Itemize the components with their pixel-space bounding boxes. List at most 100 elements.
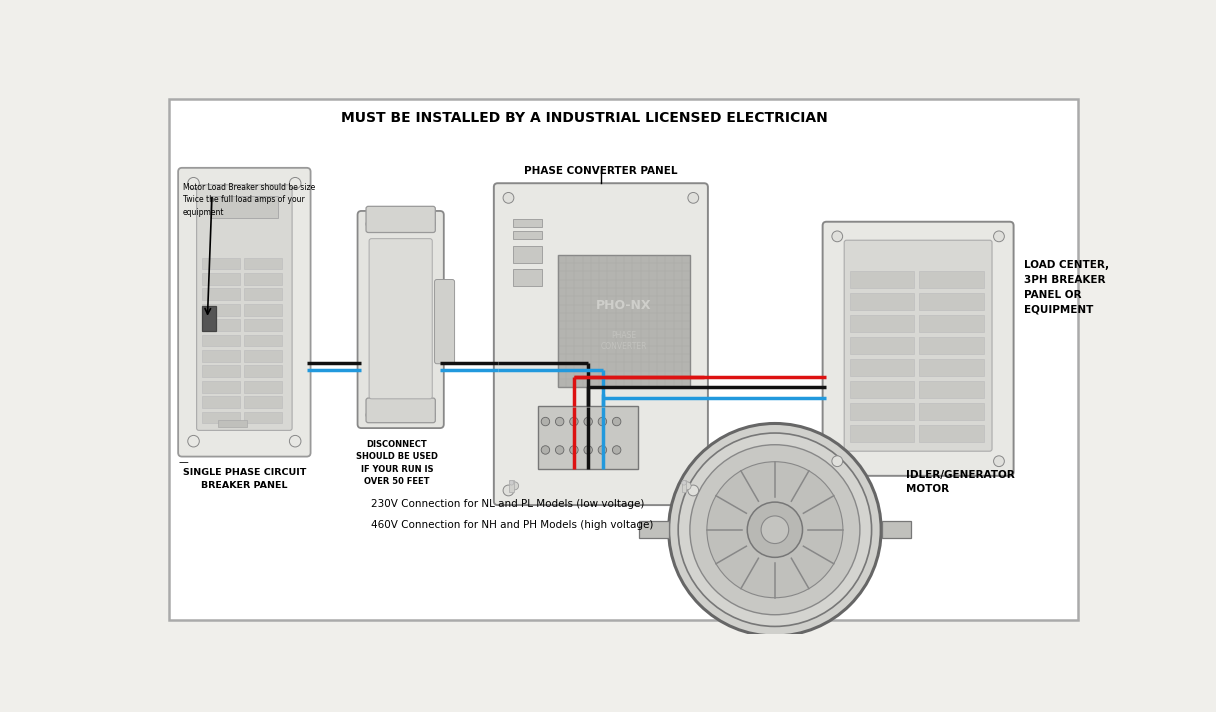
- Bar: [244, 288, 282, 300]
- Circle shape: [669, 424, 882, 636]
- Circle shape: [569, 417, 578, 426]
- Circle shape: [993, 231, 1004, 242]
- Bar: [640, 521, 669, 538]
- Bar: [513, 219, 542, 227]
- Circle shape: [503, 485, 514, 496]
- Circle shape: [426, 410, 435, 419]
- FancyBboxPatch shape: [366, 206, 435, 233]
- Circle shape: [689, 445, 860, 614]
- Bar: [558, 255, 691, 387]
- Bar: [202, 335, 240, 347]
- Bar: [513, 246, 542, 263]
- FancyBboxPatch shape: [197, 185, 292, 430]
- Bar: [510, 480, 514, 492]
- Bar: [882, 521, 911, 538]
- Text: 460V Connection for NH and PH Models (high voltage): 460V Connection for NH and PH Models (hi…: [371, 520, 653, 530]
- Bar: [202, 258, 240, 269]
- Bar: [850, 403, 914, 420]
- Bar: [202, 273, 240, 285]
- Bar: [202, 412, 240, 424]
- FancyBboxPatch shape: [844, 240, 992, 451]
- Circle shape: [613, 446, 621, 454]
- Circle shape: [541, 417, 550, 426]
- Bar: [682, 480, 686, 492]
- Circle shape: [289, 436, 300, 447]
- Circle shape: [598, 446, 607, 454]
- Text: DISCONNECT
SHOULD BE USED
IF YOUR RUN IS
OVER 50 FEET: DISCONNECT SHOULD BE USED IF YOUR RUN IS…: [356, 439, 438, 486]
- Bar: [919, 403, 984, 420]
- Bar: [244, 258, 282, 269]
- Bar: [513, 231, 542, 239]
- FancyBboxPatch shape: [823, 221, 1014, 476]
- Circle shape: [187, 177, 199, 189]
- Circle shape: [426, 219, 435, 229]
- Circle shape: [761, 516, 789, 543]
- FancyBboxPatch shape: [494, 183, 708, 505]
- Bar: [202, 381, 240, 393]
- Circle shape: [366, 410, 376, 419]
- Circle shape: [569, 446, 578, 454]
- Circle shape: [289, 177, 300, 189]
- Bar: [244, 335, 282, 347]
- Circle shape: [832, 456, 843, 466]
- Circle shape: [584, 417, 592, 426]
- Bar: [919, 315, 984, 333]
- Circle shape: [510, 481, 514, 485]
- Text: PHASE CONVERTER PANEL: PHASE CONVERTER PANEL: [524, 165, 677, 176]
- Bar: [244, 304, 282, 315]
- Text: PHASE
CONVERTER: PHASE CONVERTER: [601, 331, 647, 351]
- Bar: [202, 319, 240, 331]
- Bar: [850, 293, 914, 310]
- Text: SINGLE PHASE CIRCUIT
BREAKER PANEL: SINGLE PHASE CIRCUIT BREAKER PANEL: [182, 468, 306, 490]
- Circle shape: [993, 456, 1004, 466]
- Bar: [850, 381, 914, 398]
- Bar: [919, 359, 984, 376]
- Bar: [850, 425, 914, 442]
- Bar: [850, 315, 914, 333]
- Circle shape: [503, 192, 514, 203]
- Bar: [850, 359, 914, 376]
- Bar: [244, 319, 282, 331]
- Circle shape: [598, 417, 607, 426]
- Circle shape: [511, 482, 519, 490]
- Bar: [919, 337, 984, 354]
- Bar: [218, 419, 247, 427]
- Bar: [202, 288, 240, 300]
- Bar: [244, 350, 282, 362]
- Bar: [244, 365, 282, 377]
- Bar: [202, 306, 216, 331]
- Text: 230V Connection for NL and PL Models (low voltage): 230V Connection for NL and PL Models (lo…: [371, 499, 644, 509]
- Bar: [919, 271, 984, 288]
- FancyBboxPatch shape: [366, 398, 435, 423]
- Circle shape: [556, 417, 564, 426]
- Text: IDLER/GENERATOR
MOTOR: IDLER/GENERATOR MOTOR: [906, 470, 1014, 494]
- Bar: [919, 293, 984, 310]
- Bar: [919, 381, 984, 398]
- Text: —: —: [179, 457, 188, 467]
- Bar: [244, 381, 282, 393]
- Bar: [202, 304, 240, 315]
- Bar: [244, 273, 282, 285]
- FancyBboxPatch shape: [434, 280, 455, 364]
- Circle shape: [541, 446, 550, 454]
- Circle shape: [556, 446, 564, 454]
- Text: PHO-NX: PHO-NX: [596, 298, 652, 312]
- Circle shape: [187, 436, 199, 447]
- Circle shape: [679, 433, 872, 627]
- Bar: [244, 412, 282, 424]
- Bar: [850, 337, 914, 354]
- Circle shape: [748, 502, 803, 557]
- Circle shape: [613, 417, 621, 426]
- FancyBboxPatch shape: [178, 168, 310, 456]
- Circle shape: [584, 446, 592, 454]
- Circle shape: [682, 481, 686, 485]
- FancyBboxPatch shape: [358, 211, 444, 428]
- Circle shape: [688, 485, 699, 496]
- Bar: [688, 636, 862, 651]
- Bar: [202, 396, 240, 408]
- Bar: [244, 396, 282, 408]
- Circle shape: [706, 461, 843, 598]
- Text: LOAD CENTER,
3PH BREAKER
PANEL OR
EQUIPMENT: LOAD CENTER, 3PH BREAKER PANEL OR EQUIPM…: [1024, 260, 1109, 315]
- Circle shape: [683, 482, 691, 490]
- Bar: [202, 365, 240, 377]
